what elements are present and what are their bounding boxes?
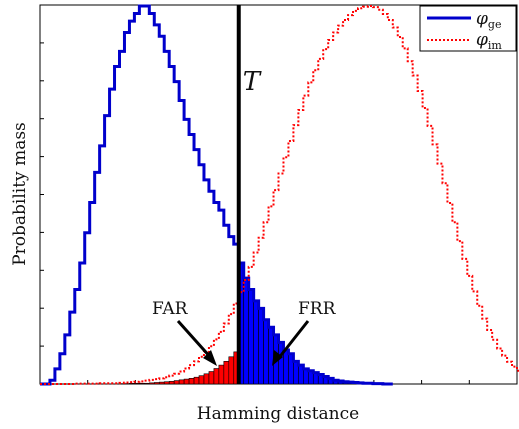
far-bar bbox=[158, 381, 165, 385]
far-bar bbox=[188, 378, 195, 385]
far-bar bbox=[149, 382, 155, 385]
far-bar bbox=[178, 379, 185, 385]
frr-bar bbox=[248, 289, 254, 385]
legend: φge φim bbox=[419, 5, 517, 52]
frr-bar bbox=[263, 319, 269, 385]
far-bar bbox=[139, 382, 145, 385]
series-ge-line bbox=[40, 4, 393, 386]
far-bar bbox=[153, 382, 160, 385]
frr-label: FRR bbox=[298, 299, 337, 319]
far-bar bbox=[129, 382, 135, 385]
far-bar bbox=[183, 378, 190, 385]
frr-arrow-head bbox=[272, 350, 283, 366]
far-bar bbox=[168, 381, 175, 385]
far-bar bbox=[208, 371, 215, 385]
far-bar bbox=[173, 380, 180, 385]
y-axis-label: Probability mass bbox=[10, 122, 30, 266]
series-im-line bbox=[40, 5, 519, 385]
legend-box bbox=[419, 5, 517, 52]
far-bar bbox=[193, 376, 200, 385]
legend-im-label: φim bbox=[476, 30, 502, 52]
far-bar bbox=[203, 373, 210, 385]
far-label: FAR bbox=[152, 299, 189, 319]
series-layer bbox=[40, 4, 519, 386]
far-bar bbox=[144, 382, 150, 385]
far-bar bbox=[218, 364, 225, 385]
far-bar bbox=[198, 375, 205, 385]
legend-ge-label: φge bbox=[476, 9, 501, 31]
far-annotation: FAR bbox=[152, 299, 217, 366]
far-bar bbox=[228, 356, 235, 385]
far-bar bbox=[163, 381, 170, 385]
far-bar bbox=[223, 361, 230, 385]
frr-arrow-shaft bbox=[276, 320, 310, 360]
far-arrow-head bbox=[203, 350, 217, 366]
shaded-regions bbox=[119, 262, 384, 385]
y-ticks bbox=[40, 4, 44, 385]
frr-bar bbox=[243, 277, 249, 385]
threshold-label: T bbox=[243, 67, 262, 97]
far-bar bbox=[134, 382, 140, 385]
plot-area bbox=[39, 4, 518, 385]
far-arrow-shaft bbox=[176, 319, 214, 361]
frr-annotation: FRR bbox=[272, 299, 337, 366]
frr-bar bbox=[253, 300, 259, 385]
far-bar bbox=[213, 368, 220, 385]
x-axis-label: Hamming distance bbox=[197, 404, 359, 424]
